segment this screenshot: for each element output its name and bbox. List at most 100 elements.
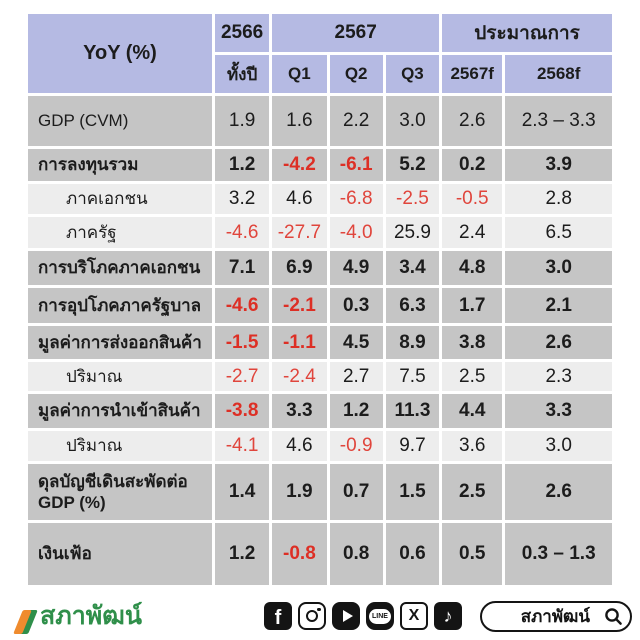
subheader-full-year: ทั้งปี [214, 55, 270, 93]
table-row: ปริมาณ -2.7 -2.4 2.7 7.5 2.5 2.3 [28, 362, 612, 391]
value-cell: 2.6 [505, 326, 612, 359]
facebook-icon-glyph: f [274, 607, 282, 629]
value-cell: 7.5 [385, 362, 440, 391]
tiktok-icon-glyph: ♪ [443, 605, 453, 626]
value-cell: 6.5 [505, 217, 612, 248]
table-row: ดุลบัญชีเดินสะพัดต่อ GDP (%) 1.4 1.9 0.7 1.5… [28, 464, 612, 520]
value-cell: -2.1 [272, 288, 327, 323]
value-cell: 0.2 [442, 149, 503, 181]
value-cell: 2.1 [505, 288, 612, 323]
value-cell: 2.3 – 3.3 [505, 96, 612, 146]
year-2567-header: 2567 [272, 14, 440, 52]
year-2566-header: 2566 [214, 14, 270, 52]
row-label: การบริโภคภาคเอกชน [28, 251, 212, 285]
value-cell: 3.8 [442, 326, 503, 359]
value-cell: 4.6 [272, 184, 327, 214]
value-cell: 1.6 [272, 96, 327, 146]
youtube-icon-glyph [342, 610, 353, 622]
table-row: การลงทุนรวม 1.2 -4.2 -6.1 5.2 0.2 3.9 [28, 149, 612, 181]
value-cell: 2.8 [505, 184, 612, 214]
value-cell: 2.2 [329, 96, 383, 146]
value-cell: 2.6 [442, 96, 503, 146]
x-icon[interactable]: X [400, 602, 428, 630]
subheader-q1: Q1 [272, 55, 327, 93]
youtube-icon[interactable] [332, 602, 360, 630]
value-cell: -0.9 [329, 431, 383, 461]
value-cell: 4.5 [329, 326, 383, 359]
table-row: ภาครัฐ -4.6 -27.7 -4.0 25.9 2.4 6.5 [28, 217, 612, 248]
instagram-icon[interactable] [298, 602, 326, 630]
value-cell: -0.8 [272, 523, 327, 585]
value-cell: 1.5 [385, 464, 440, 520]
row-label: การอุปโภคภาครัฐบาล [28, 288, 212, 323]
value-cell: 1.2 [329, 394, 383, 428]
forecast-header: ประมาณการ [442, 14, 612, 52]
value-cell: 3.3 [272, 394, 327, 428]
tiktok-icon[interactable]: ♪ [434, 602, 462, 630]
value-cell: 11.3 [385, 394, 440, 428]
row-label: ภาครัฐ [28, 217, 212, 248]
value-cell: 1.9 [272, 464, 327, 520]
value-cell: 3.0 [505, 431, 612, 461]
search-icon [605, 607, 622, 625]
social-links: สภาพัฒน์ f LINE X ♪ [264, 600, 632, 632]
value-cell: 3.3 [505, 394, 612, 428]
value-cell: 1.2 [214, 523, 270, 585]
value-cell: 2.4 [442, 217, 503, 248]
value-cell: -3.8 [214, 394, 270, 428]
line-icon[interactable]: LINE [366, 602, 394, 630]
facebook-icon[interactable]: f [264, 602, 292, 630]
table-row: มูลค่าการส่งออกสินค้า -1.5 -1.1 4.5 8.9 3.8 2.… [28, 326, 612, 359]
footer-bar: สภาพัฒน์ สภาพัฒน์ f LINE X ♪ [0, 598, 640, 640]
value-cell: 2.6 [505, 464, 612, 520]
subheader-q2: Q2 [329, 55, 383, 93]
logo-accent-icon [13, 610, 32, 634]
row-label: มูลค่าการส่งออกสินค้า [28, 326, 212, 359]
subheader-2567f: 2567f [442, 55, 503, 93]
value-cell: -0.5 [442, 184, 503, 214]
row-label: ปริมาณ [28, 431, 212, 461]
value-cell: 9.7 [385, 431, 440, 461]
value-cell: -4.2 [272, 149, 327, 181]
table-row: การอุปโภคภาครัฐบาล -4.6 -2.1 0.3 6.3 1.7 2.1 [28, 288, 612, 323]
line-icon-glyph: LINE [369, 608, 391, 624]
value-cell: 8.9 [385, 326, 440, 359]
search-pill[interactable]: สภาพัฒน์ [480, 600, 632, 632]
value-cell: 1.2 [214, 149, 270, 181]
value-cell: 0.7 [329, 464, 383, 520]
table-row: เงินเฟ้อ 1.2 -0.8 0.8 0.6 0.5 0.3 – 1.3 [28, 523, 612, 585]
search-label: สภาพัฒน์ [520, 606, 590, 626]
value-cell: 0.3 – 1.3 [505, 523, 612, 585]
value-cell: 2.3 [505, 362, 612, 391]
value-cell: 4.8 [442, 251, 503, 285]
value-cell: -1.1 [272, 326, 327, 359]
row-label: มูลค่าการนำเข้าสินค้า [28, 394, 212, 428]
logo-text: สภาพัฒน์ [40, 602, 142, 630]
table-row: GDP (CVM) 1.9 1.6 2.2 3.0 2.6 2.3 – 3.3 [28, 96, 612, 146]
value-cell: -4.6 [214, 288, 270, 323]
row-label: เงินเฟ้อ [28, 523, 212, 585]
value-cell: 3.4 [385, 251, 440, 285]
value-cell: -4.1 [214, 431, 270, 461]
table-row: ภาคเอกชน 3.2 4.6 -6.8 -2.5 -0.5 2.8 [28, 184, 612, 214]
value-cell: -1.5 [214, 326, 270, 359]
value-cell: 1.4 [214, 464, 270, 520]
value-cell: 1.7 [442, 288, 503, 323]
value-cell: 0.5 [442, 523, 503, 585]
value-cell: -2.5 [385, 184, 440, 214]
value-cell: 25.9 [385, 217, 440, 248]
row-label: GDP (CVM) [28, 96, 212, 146]
value-cell: 6.3 [385, 288, 440, 323]
table-row: มูลค่าการนำเข้าสินค้า -3.8 3.3 1.2 11.3 4.4 3.… [28, 394, 612, 428]
value-cell: 2.5 [442, 464, 503, 520]
value-cell: -6.8 [329, 184, 383, 214]
value-cell: 5.2 [385, 149, 440, 181]
value-cell: -4.0 [329, 217, 383, 248]
value-cell: 0.8 [329, 523, 383, 585]
value-cell: 0.3 [329, 288, 383, 323]
table-header: YoY (%) 2566 2567 ประมาณการ ทั้งปี Q1 Q2… [28, 14, 612, 93]
x-icon-glyph: X [408, 607, 420, 624]
table-body: GDP (CVM) 1.9 1.6 2.2 3.0 2.6 2.3 – 3.3 การลงทุ… [28, 96, 612, 585]
value-cell: 7.1 [214, 251, 270, 285]
